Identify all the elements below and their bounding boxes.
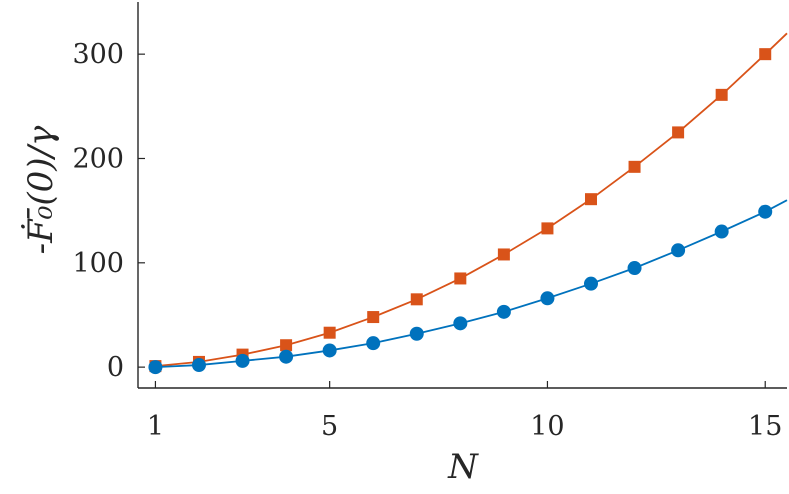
series-2-point xyxy=(453,316,468,331)
series-2-point xyxy=(583,276,598,291)
series-1-point xyxy=(672,126,685,139)
series-1-point xyxy=(280,339,293,352)
series-2-point xyxy=(540,291,555,306)
series-1-point xyxy=(759,48,772,61)
x-axis-label: N xyxy=(447,447,479,487)
series-2-point xyxy=(714,224,729,239)
series-1-point xyxy=(541,222,554,235)
y-tick-label: 200 xyxy=(72,143,124,174)
series-2-point xyxy=(671,243,686,258)
series-2-point xyxy=(758,204,773,219)
series-2-point xyxy=(279,349,294,364)
series-2-line xyxy=(155,199,788,369)
series-1-point xyxy=(323,326,336,339)
x-tick-label: 10 xyxy=(530,411,564,442)
y-axis-label: -Ḟ₀̄(0)/γ xyxy=(21,125,61,254)
series-1-point xyxy=(584,193,597,206)
series-1-point xyxy=(410,293,423,306)
x-tick-label: 15 xyxy=(748,411,782,442)
series-2-point xyxy=(148,360,163,375)
y-tick-label: 300 xyxy=(72,39,124,70)
series-2-point xyxy=(496,304,511,319)
series-2-point xyxy=(235,353,250,368)
y-tick-label: 100 xyxy=(72,248,124,279)
series-2-point xyxy=(409,326,424,341)
series-2-point xyxy=(366,336,381,351)
series-2-point xyxy=(191,358,206,373)
series-1-point xyxy=(454,272,467,285)
series-1-line xyxy=(155,32,788,367)
x-tick-label: 5 xyxy=(321,411,338,442)
y-tick-label: 0 xyxy=(107,352,124,383)
series-2-point xyxy=(322,343,337,358)
series-1-point xyxy=(628,160,641,173)
series-1-point xyxy=(715,88,728,101)
series-2-point xyxy=(627,261,642,276)
x-tick-label: 1 xyxy=(147,411,164,442)
series-1-point xyxy=(367,311,380,324)
axes xyxy=(137,2,787,389)
plot-area xyxy=(148,32,788,375)
series-1-point xyxy=(497,248,510,261)
